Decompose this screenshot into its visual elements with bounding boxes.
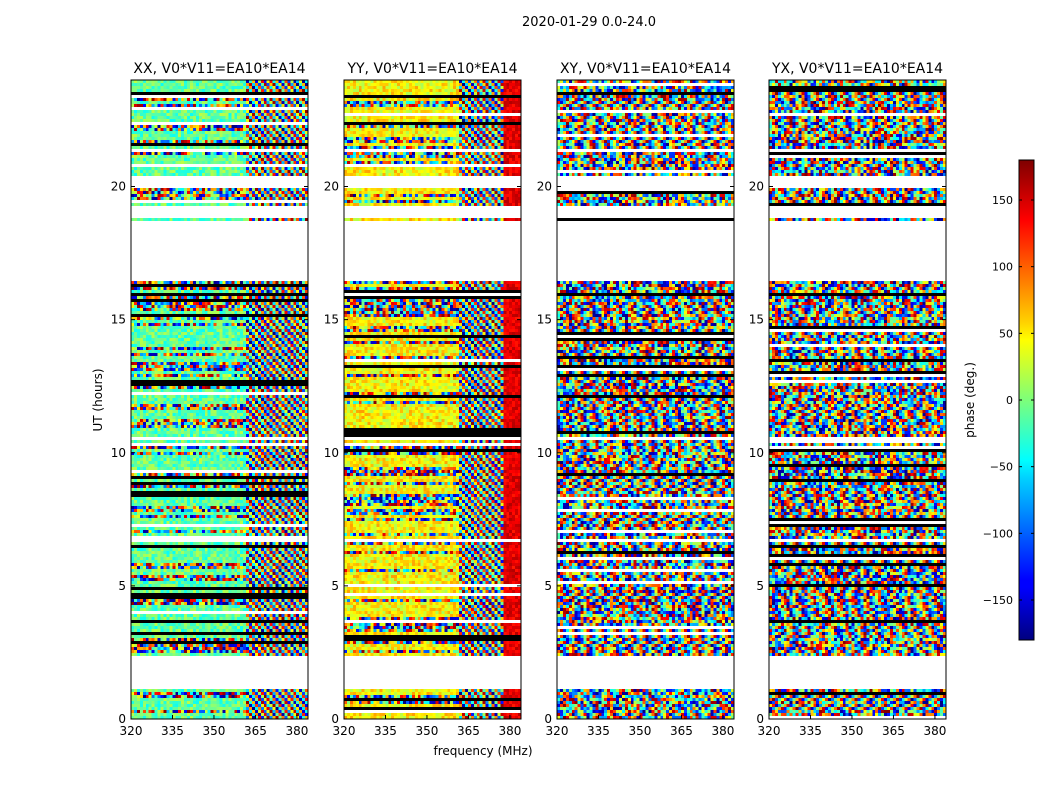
x-tick-label: 380 bbox=[498, 724, 521, 738]
panels: XX, V0*V11=EA10*EA14 320 335 350 365 380 0 5 10 1… bbox=[111, 61, 947, 738]
x-tick-label: 335 bbox=[161, 724, 184, 738]
panel-xx: XX, V0*V11=EA10*EA14 320 335 350 365 380 0 5 10 1… bbox=[111, 61, 309, 738]
x-tick-label: 320 bbox=[758, 724, 781, 738]
x-tick-label: 380 bbox=[923, 724, 946, 738]
panel-yx-phase-image bbox=[769, 80, 946, 719]
panel-yx: YX, V0*V11=EA10*EA14 320 335 350 365 380 0 5 10 1… bbox=[749, 61, 947, 738]
x-tick-label: 380 bbox=[285, 724, 308, 738]
panel-yy: YY, V0*V11=EA10*EA14 320 335 350 365 380 0 5 10 1… bbox=[324, 61, 522, 738]
y-tick-label: 5 bbox=[544, 579, 552, 593]
x-tick-label: 335 bbox=[374, 724, 397, 738]
y-tick-label: 5 bbox=[331, 579, 339, 593]
panel-frame bbox=[343, 79, 522, 720]
y-tick-label: 5 bbox=[756, 579, 764, 593]
y-tick-label: 15 bbox=[324, 313, 339, 327]
x-tick-label: 350 bbox=[629, 724, 652, 738]
colorbar-tick-label: 150 bbox=[992, 194, 1013, 207]
y-tick-label: 10 bbox=[111, 446, 126, 460]
colorbar-ticks: −150 −100 −50 0 50 100 150 bbox=[983, 194, 1034, 607]
y-tick-label: 20 bbox=[111, 180, 126, 194]
panel-title: XX, V0*V11=EA10*EA14 bbox=[133, 61, 305, 77]
y-tick-label: 0 bbox=[118, 712, 126, 726]
colorbar-tick-label: −150 bbox=[983, 594, 1013, 607]
y-tick-label: 20 bbox=[537, 180, 552, 194]
x-tick-label: 320 bbox=[120, 724, 143, 738]
y-tick-label: 20 bbox=[324, 180, 339, 194]
x-tick-label: 365 bbox=[882, 724, 905, 738]
panel-title: YY, V0*V11=EA10*EA14 bbox=[346, 61, 517, 77]
colorbar-label: phase (deg.) bbox=[963, 362, 977, 438]
panel-xx-phase-image bbox=[131, 80, 308, 719]
x-tick-label: 320 bbox=[333, 724, 356, 738]
x-tick-label: 350 bbox=[416, 724, 439, 738]
y-tick-label: 0 bbox=[544, 712, 552, 726]
y-axis-label: UT (hours) bbox=[91, 368, 105, 431]
y-tick-label: 15 bbox=[749, 313, 764, 327]
x-tick-label: 350 bbox=[841, 724, 864, 738]
y-tick-label: 0 bbox=[756, 712, 764, 726]
colorbar-tick-label: −100 bbox=[983, 527, 1013, 540]
x-tick-label: 350 bbox=[203, 724, 226, 738]
y-tick-label: 10 bbox=[537, 446, 552, 460]
colorbar-tick-label: 100 bbox=[992, 261, 1013, 274]
panel-title: YX, V0*V11=EA10*EA14 bbox=[771, 61, 943, 77]
y-tick-label: 20 bbox=[749, 180, 764, 194]
x-tick-label: 365 bbox=[244, 724, 267, 738]
panel-frame bbox=[768, 79, 947, 720]
x-tick-label: 365 bbox=[670, 724, 693, 738]
panel-xy-phase-image bbox=[557, 80, 734, 719]
colorbar: −150 −100 −50 0 50 100 150 phase (deg.) bbox=[963, 159, 1035, 641]
x-tick-label: 380 bbox=[711, 724, 734, 738]
panel-frame bbox=[556, 79, 735, 720]
x-tick-label: 335 bbox=[587, 724, 610, 738]
x-tick-label: 320 bbox=[546, 724, 569, 738]
panel-xy: XY, V0*V11=EA10*EA14 320 335 350 365 380 0 5 10 1… bbox=[537, 61, 735, 738]
x-axis-label: frequency (MHz) bbox=[433, 744, 532, 758]
y-tick-label: 5 bbox=[118, 579, 126, 593]
figure-title: 2020-01-29 0.0-24.0 bbox=[522, 15, 656, 30]
panel-title: XY, V0*V11=EA10*EA14 bbox=[560, 61, 731, 77]
y-tick-label: 10 bbox=[749, 446, 764, 460]
colorbar-tick-label: −50 bbox=[990, 461, 1013, 474]
panel-frame bbox=[130, 79, 309, 720]
y-tick-label: 0 bbox=[331, 712, 339, 726]
colorbar-tick-label: 0 bbox=[1006, 394, 1013, 407]
x-tick-label: 365 bbox=[457, 724, 480, 738]
y-tick-label: 10 bbox=[324, 446, 339, 460]
colorbar-tick-label: 50 bbox=[999, 327, 1013, 340]
panel-yy-phase-image bbox=[344, 80, 521, 719]
y-tick-label: 15 bbox=[537, 313, 552, 327]
y-tick-label: 15 bbox=[111, 313, 126, 327]
x-tick-label: 335 bbox=[799, 724, 822, 738]
